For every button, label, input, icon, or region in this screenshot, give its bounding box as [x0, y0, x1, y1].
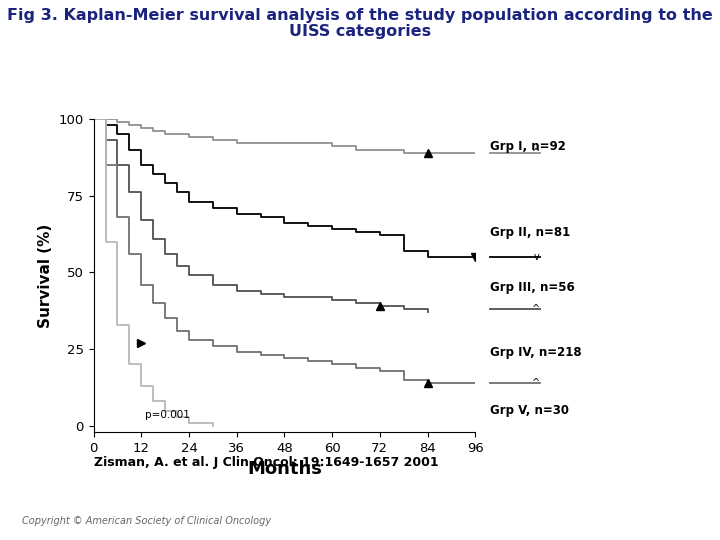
Text: Grp III, n=56: Grp III, n=56	[490, 281, 575, 294]
Text: Zisman, A. et al. J Clin Oncol; 19:1649-1657 2001: Zisman, A. et al. J Clin Oncol; 19:1649-…	[94, 456, 438, 469]
Text: ^: ^	[532, 304, 541, 314]
Y-axis label: Survival (%): Survival (%)	[38, 223, 53, 328]
Text: Grp IV, n=218: Grp IV, n=218	[490, 346, 581, 359]
Text: Fig 3. Kaplan-Meier survival analysis of the study population according to the: Fig 3. Kaplan-Meier survival analysis of…	[7, 8, 713, 23]
Text: Grp V, n=30: Grp V, n=30	[490, 404, 569, 417]
Text: JOURNAL OF CLINICAL ONCOLOGY: JOURNAL OF CLINICAL ONCOLOGY	[549, 518, 682, 525]
Text: Copyright © American Society of Clinical Oncology: Copyright © American Society of Clinical…	[22, 516, 271, 526]
Text: Grp I, n=92: Grp I, n=92	[490, 140, 565, 153]
Text: p=0.001: p=0.001	[145, 410, 190, 420]
X-axis label: Months: Months	[247, 460, 322, 478]
Text: v: v	[534, 252, 539, 262]
Text: ^: ^	[532, 147, 541, 158]
Text: UISS categories: UISS categories	[289, 24, 431, 39]
Text: ^: ^	[532, 378, 541, 388]
Text: Grp II, n=81: Grp II, n=81	[490, 226, 570, 239]
